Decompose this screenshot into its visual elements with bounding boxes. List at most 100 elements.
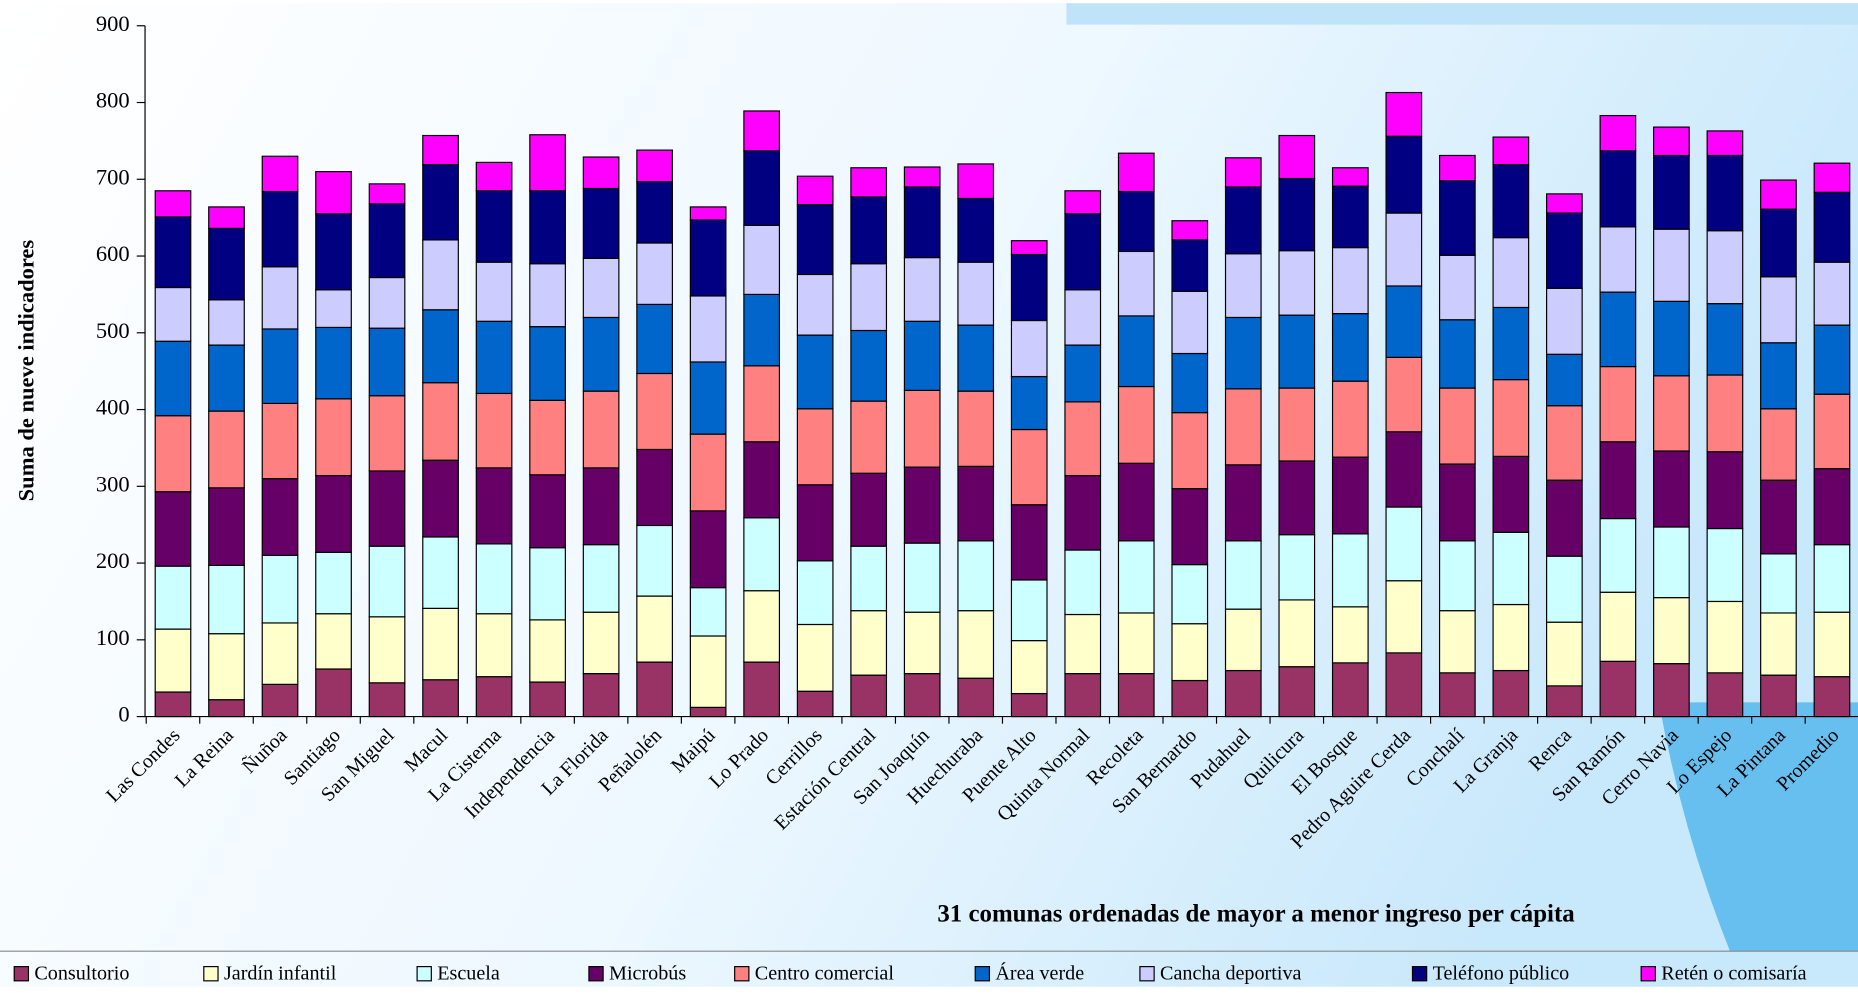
bar-segment <box>208 299 245 346</box>
bar-segment <box>850 329 888 402</box>
bar-segment <box>368 616 406 684</box>
bar-segment <box>1117 152 1155 193</box>
bar-segment <box>796 623 834 692</box>
bar-segment <box>1813 393 1851 470</box>
bar-segment <box>208 410 245 489</box>
bar-segment <box>582 544 620 613</box>
bar-segment <box>1331 533 1369 608</box>
bar-segment <box>850 610 888 676</box>
bar-segment <box>957 324 995 392</box>
bar-segment <box>1760 674 1797 718</box>
bar-segment <box>1653 126 1690 157</box>
bar-segment <box>636 180 673 244</box>
bar-segment <box>1492 379 1530 457</box>
bar-segment <box>636 448 673 527</box>
bar-segment <box>1599 660 1637 718</box>
legend-label: Consultorio <box>34 963 129 985</box>
bar-segment <box>850 167 888 198</box>
bar-segment <box>1438 610 1476 674</box>
bar-segment <box>957 197 995 263</box>
bar-segment <box>903 389 941 468</box>
bar-segment <box>850 196 888 265</box>
bar-segment <box>796 204 834 276</box>
legend-label: Jardín infantil <box>224 963 337 985</box>
bar-segment <box>903 466 941 544</box>
bar-segment <box>1760 479 1797 555</box>
bar-segment <box>1492 455 1530 533</box>
bar-segment <box>1171 239 1209 292</box>
legend-swatch <box>416 966 432 982</box>
bar-segment <box>1438 154 1476 182</box>
bar-segment <box>743 150 781 226</box>
bar-segment <box>1064 673 1102 718</box>
bar-segment <box>1706 130 1744 157</box>
bar-segment <box>689 635 727 708</box>
legend-swatch <box>1411 966 1428 982</box>
bar-segment <box>1813 611 1851 678</box>
bar-segment <box>154 216 192 289</box>
bar-segment <box>1385 431 1423 508</box>
bar-segment <box>1546 685 1583 718</box>
bar-segment <box>1760 342 1797 410</box>
bar-segment <box>1278 599 1316 668</box>
bar-segment <box>1064 190 1102 215</box>
bar-segment <box>1331 185 1369 249</box>
bar-segment <box>957 390 995 467</box>
bar-segment <box>1760 408 1797 481</box>
bar-segment <box>1813 324 1851 395</box>
bar-segment <box>208 206 245 229</box>
bar-segment <box>1438 254 1476 321</box>
bar-segment <box>1117 315 1155 388</box>
bar-segment <box>1546 287 1583 355</box>
bar-segment <box>1010 319 1048 378</box>
bar-segment <box>582 467 620 546</box>
bar-segment <box>1760 276 1797 344</box>
bar-segment <box>1278 666 1316 718</box>
bar-segment <box>1546 479 1583 557</box>
y-tick-label: 700 <box>96 164 130 189</box>
bar-segment <box>957 677 995 718</box>
bar-segment <box>154 628 192 693</box>
bar-segment <box>154 415 192 493</box>
bar-segment <box>1706 154 1744 232</box>
bar-segment <box>368 327 406 397</box>
bar-segment <box>1492 306 1530 381</box>
legend-label: Cancha deportiva <box>1160 963 1301 985</box>
bar-segment <box>315 474 352 553</box>
bar-segment <box>1064 344 1102 403</box>
legend-label: Centro comercial <box>755 963 895 985</box>
bar-segment <box>422 239 459 311</box>
bar-segment <box>743 293 781 367</box>
y-tick-label: 200 <box>96 548 130 573</box>
bar-segment <box>475 467 513 545</box>
bar-segment <box>1117 250 1155 317</box>
bar-segment <box>582 156 620 190</box>
legend-swatch <box>203 966 219 982</box>
bar-segment <box>368 203 406 279</box>
bar-segment <box>903 611 941 675</box>
bar-segment <box>743 224 781 296</box>
bar-segment <box>903 256 941 322</box>
bar-segment <box>1064 401 1102 477</box>
bar-segment <box>1224 464 1262 542</box>
bar-segment <box>1171 290 1209 355</box>
bar-segment <box>529 619 566 683</box>
bar-segment <box>582 611 620 675</box>
bar-segment <box>1224 388 1262 466</box>
bar-segment <box>957 610 995 679</box>
bar-segment <box>422 309 459 384</box>
bar-segment <box>957 163 995 200</box>
bar-segment <box>1653 597 1690 665</box>
bar-segment <box>1599 441 1637 520</box>
bar-segment <box>743 661 781 718</box>
bar-segment <box>850 263 888 332</box>
bar-segment <box>1706 374 1744 453</box>
bar-segment <box>208 227 245 301</box>
bar-segment <box>154 340 192 417</box>
bar-segment <box>422 134 459 166</box>
bar-segment <box>796 690 834 718</box>
bar-segment <box>1653 300 1690 377</box>
bar-segment <box>1813 162 1851 193</box>
bar-segment <box>636 242 673 305</box>
bar-segment <box>903 166 941 188</box>
